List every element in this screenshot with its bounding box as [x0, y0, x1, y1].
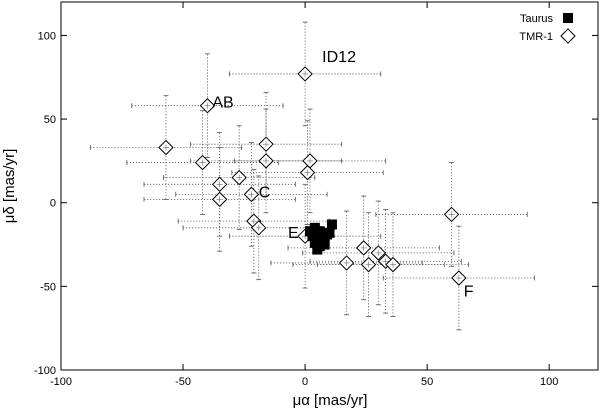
x-tick-label: 0: [302, 376, 308, 388]
annotation-label: ID12: [322, 49, 356, 66]
y-tick-label: -100: [34, 365, 56, 377]
taurus-point: [324, 227, 335, 238]
y-tick-label: 0: [50, 198, 56, 210]
axes: -100 -50 0 50 100 -100 -50 0 50 100: [34, 2, 598, 388]
legend-label: TMR-1: [519, 31, 553, 43]
y-tick-label: -50: [40, 281, 56, 293]
taurus-point: [317, 229, 328, 240]
taurus-point: [319, 239, 330, 250]
taurus-point: [326, 219, 337, 230]
legend-taurus-marker: [563, 13, 573, 23]
taurus-point: [312, 244, 323, 255]
annotation-label: E: [288, 225, 299, 242]
y-axis-label: μδ [mas/yr]: [1, 149, 18, 224]
taurus-point: [307, 227, 318, 238]
data-points: [158, 66, 467, 286]
annotation-label: C: [259, 185, 271, 202]
x-tick-label: -100: [50, 376, 72, 388]
x-tick-label: 100: [540, 376, 558, 388]
y-tick-label: 50: [44, 114, 56, 126]
x-tick-label: -50: [175, 376, 191, 388]
legend-label: Taurus: [520, 13, 554, 25]
annotation-label: AB: [212, 94, 233, 111]
x-tick-label: 50: [421, 376, 433, 388]
legend-tmr1-marker: [560, 28, 576, 44]
annotation-label: F: [464, 283, 474, 300]
plot-frame: [60, 1, 599, 371]
x-axis-label: μα [mas/yr]: [293, 392, 368, 409]
annotations: ID12 AB C E F: [212, 49, 473, 300]
legend: Taurus TMR-1: [519, 13, 576, 44]
y-tick-label: 100: [38, 30, 56, 42]
